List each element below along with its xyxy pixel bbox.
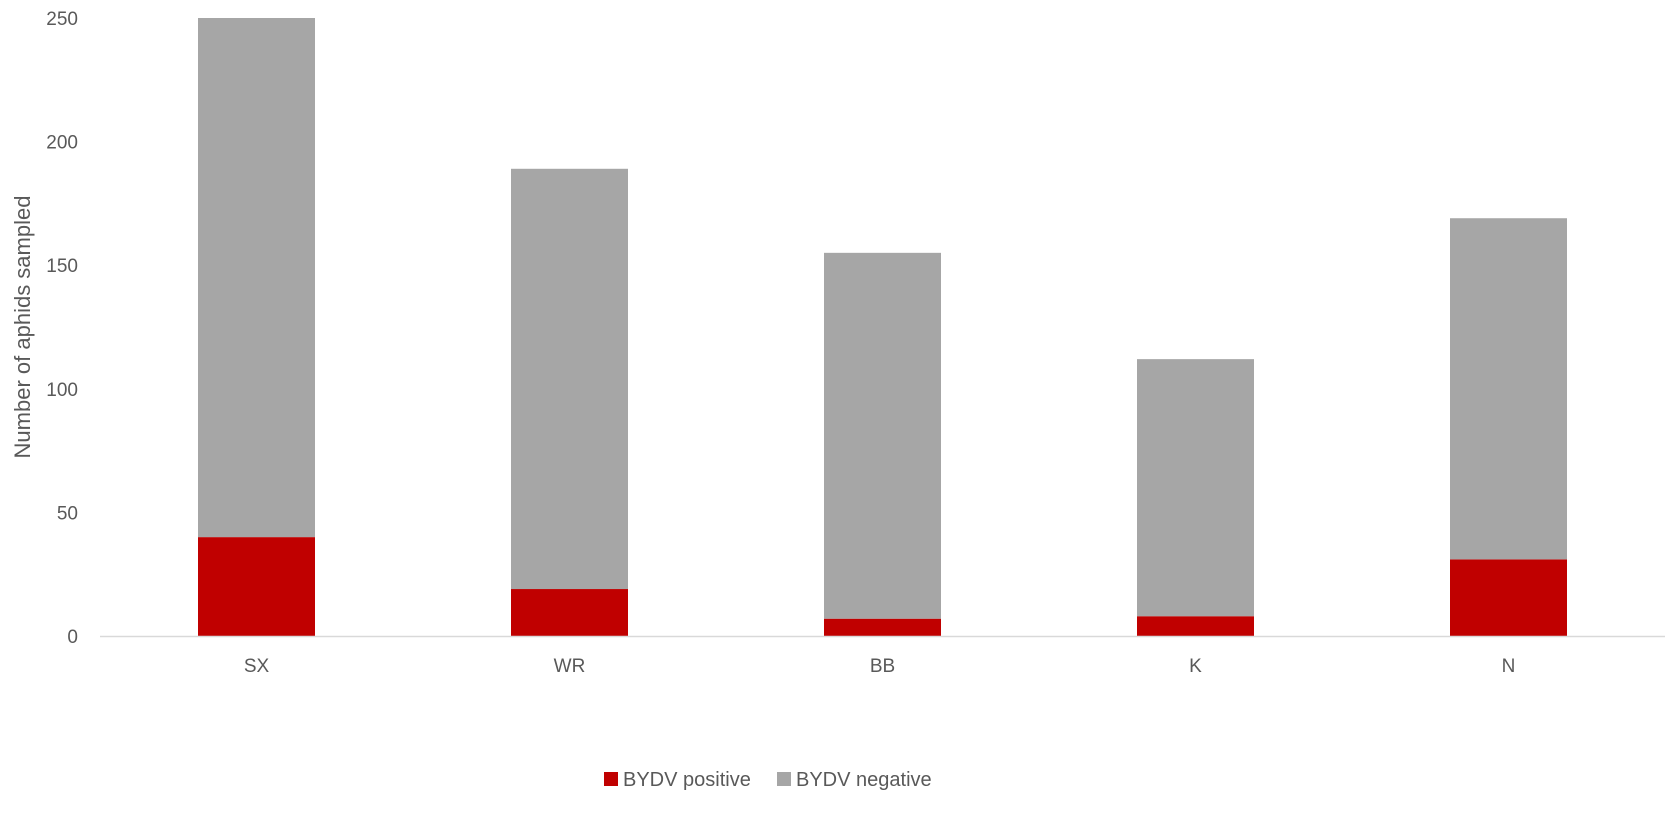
bar-segment-negative-sx [198,18,315,538]
y-tick-label: 100 [46,380,78,401]
bar-segment-negative-n [1450,218,1567,560]
bar-segment-negative-bb [824,252,941,619]
x-tick-label: WR [554,656,586,677]
y-axis-title: Number of aphids sampled [10,196,35,459]
legend-label: BYDV negative [796,769,932,791]
bar-segment-negative-wr [511,168,628,590]
y-tick-label: 200 [46,133,78,154]
y-axis-ticks: 0 50 100 150 200 250 [46,9,78,648]
bar-segment-positive-wr [511,589,628,636]
legend-swatch [604,772,618,786]
bar-segment-positive-sx [198,537,315,636]
bar-segment-positive-bb [824,618,941,636]
x-tick-label: BB [870,656,895,677]
x-tick-label: N [1502,656,1516,677]
legend: BYDV positive BYDV negative [604,769,932,791]
legend-label: BYDV positive [623,769,751,791]
y-tick-label: 150 [46,256,78,277]
x-tick-label: K [1189,656,1202,677]
bar-segment-positive-k [1137,616,1254,636]
y-tick-label: 0 [67,627,78,648]
x-axis-labels: SX WR BB K N [244,656,1516,677]
y-tick-label: 50 [57,503,78,524]
legend-swatch [777,772,791,786]
y-tick-label: 250 [46,9,78,30]
bar-segment-positive-n [1450,559,1567,636]
bars [198,18,1567,636]
x-tick-label: SX [244,656,270,677]
bar-segment-negative-k [1137,359,1254,617]
